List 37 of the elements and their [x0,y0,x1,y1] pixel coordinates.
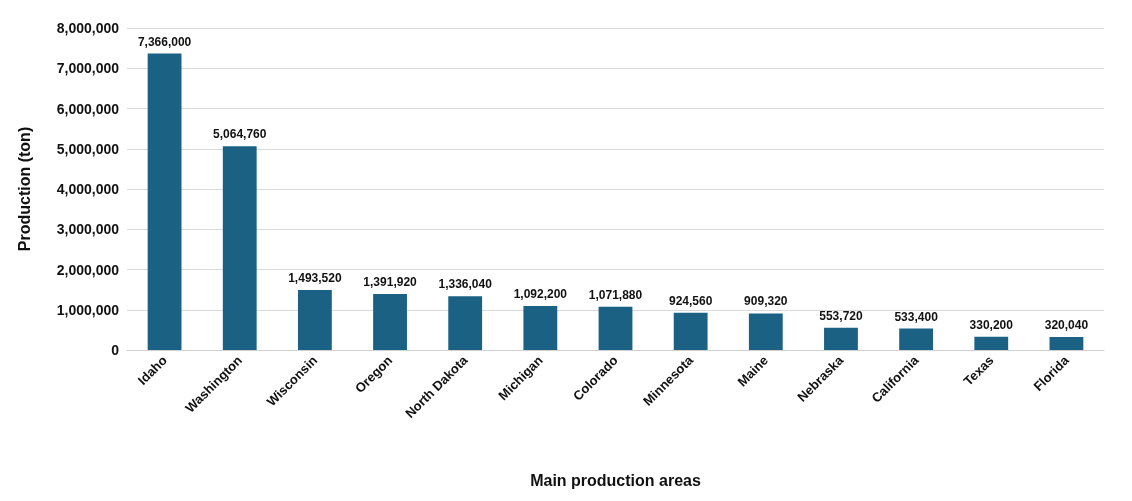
bar [598,306,633,350]
y-axis-title: Production (ton) [15,126,33,252]
data-label: 1,092,200 [513,287,568,302]
y-tick-label: 8,000,000 [56,20,120,36]
data-label: 1,493,520 [288,270,342,285]
y-tick-label: 4,000,000 [56,181,120,197]
bar [748,313,783,350]
bar [824,327,858,350]
data-label: 5,064,760 [213,127,267,142]
x-axis-title: Main production areas [530,471,701,489]
y-tick-label: 6,000,000 [56,100,120,117]
data-label: 7,366,000 [137,34,192,49]
bar [673,312,708,350]
bar [448,296,483,350]
data-label: 1,336,040 [438,277,493,292]
bar [222,146,257,350]
bar [1049,337,1084,350]
bar [373,293,407,350]
data-label: 533,400 [894,309,939,324]
y-tick-label: 7,000,000 [56,60,120,77]
bar [974,336,1009,350]
y-tick-label: 1,000,000 [56,301,120,318]
data-label: 320,040 [1044,318,1089,333]
bar [147,53,182,350]
data-label: 1,391,920 [363,274,418,289]
data-label: 1,071,880 [588,287,643,302]
data-label: 909,320 [744,294,788,309]
bar [523,306,558,350]
data-label: 553,720 [819,308,863,323]
bar [899,328,934,350]
data-label: 330,200 [969,317,1014,332]
bar [297,289,332,350]
y-tick-label: 2,000,000 [56,261,120,278]
y-tick-label: 5,000,000 [56,140,120,157]
y-tick-label: 0 [111,342,120,358]
data-label: 924,560 [668,293,713,308]
y-tick-label: 3,000,000 [56,221,120,238]
